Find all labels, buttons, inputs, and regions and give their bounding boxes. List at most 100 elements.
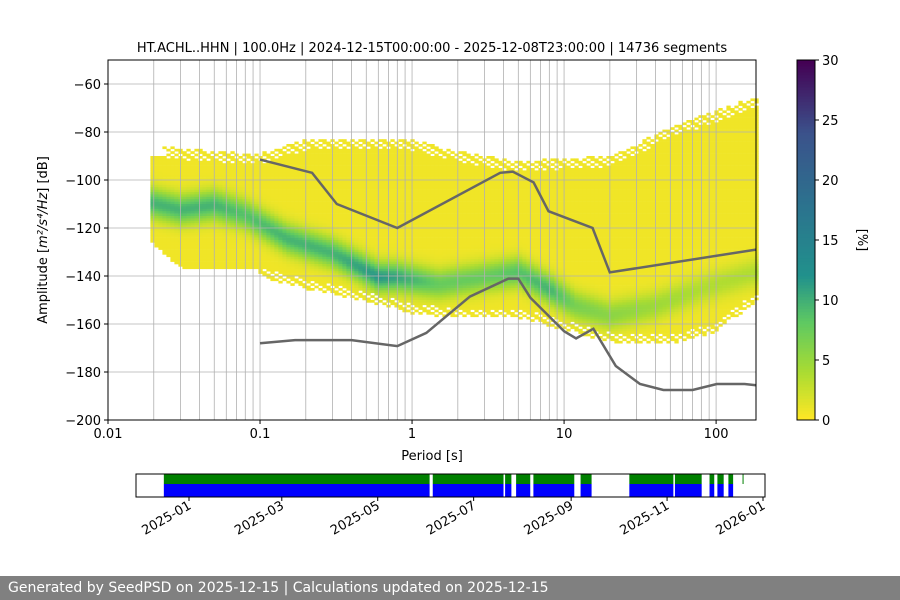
heatmap-cell xyxy=(334,146,339,150)
heatmap-cell xyxy=(478,218,483,222)
heatmap-cell xyxy=(354,276,359,279)
heatmap-cell xyxy=(370,225,375,229)
heatmap-cell xyxy=(478,307,483,310)
heatmap-cell xyxy=(298,216,303,219)
heatmap-cell xyxy=(286,254,291,258)
heatmap-cell xyxy=(450,259,455,262)
heatmap-cell xyxy=(190,189,195,193)
heatmap-cell xyxy=(362,264,367,267)
heatmap-cell xyxy=(170,220,175,224)
heatmap-cell xyxy=(198,170,203,174)
heatmap-cell xyxy=(182,237,187,241)
heatmap-cell xyxy=(390,242,395,246)
heatmap-cell xyxy=(182,211,187,214)
heatmap-cell xyxy=(270,184,275,188)
heatmap-cell xyxy=(462,271,467,274)
heatmap-cell xyxy=(402,194,407,198)
heatmap-cell xyxy=(270,220,275,224)
heatmap-cell xyxy=(374,259,379,262)
heatmap-cell xyxy=(226,163,231,166)
heatmap-cell xyxy=(322,256,327,260)
heatmap-cell xyxy=(254,247,259,250)
heatmap-cell xyxy=(222,175,227,178)
heatmap-cell xyxy=(358,213,363,217)
heatmap-cell xyxy=(366,208,371,212)
heatmap-cell xyxy=(466,153,471,157)
heatmap-cell xyxy=(222,213,227,217)
heatmap-cell xyxy=(222,235,227,238)
heatmap-cell xyxy=(150,240,155,243)
heatmap-cell xyxy=(182,225,187,229)
heatmap-cell xyxy=(222,256,227,260)
heatmap-cell xyxy=(314,268,319,272)
heatmap-cell xyxy=(394,256,399,260)
heatmap-cell xyxy=(346,165,351,169)
heatmap-cell xyxy=(274,165,279,169)
heatmap-cell xyxy=(398,211,403,214)
heatmap-cell xyxy=(342,177,347,181)
heatmap-cell xyxy=(382,165,387,169)
heatmap-cell xyxy=(294,237,299,241)
heatmap-cell xyxy=(302,240,307,243)
heatmap-cell xyxy=(338,249,343,253)
heatmap-cell xyxy=(266,218,271,222)
heatmap-cell xyxy=(466,168,471,171)
heatmap-cell xyxy=(310,148,315,152)
heatmap-cell xyxy=(162,252,167,255)
heatmap-cell xyxy=(334,225,339,229)
heatmap-cell xyxy=(162,228,167,231)
heatmap-cell xyxy=(442,290,447,294)
heatmap-cell xyxy=(350,247,355,250)
heatmap-cell xyxy=(358,184,363,188)
heatmap-cell xyxy=(442,177,447,181)
heatmap-cell xyxy=(202,165,207,169)
heatmap-cell xyxy=(430,266,435,270)
heatmap-cell xyxy=(466,211,471,214)
heatmap-cell xyxy=(458,240,463,243)
heatmap-cell xyxy=(262,218,267,222)
heatmap-cell xyxy=(390,192,395,195)
heatmap-cell xyxy=(446,206,451,210)
heatmap-cell xyxy=(270,156,275,159)
heatmap-cell xyxy=(470,261,475,265)
heatmap-cell xyxy=(382,218,387,222)
heatmap-cell xyxy=(334,194,339,198)
heatmap-cell xyxy=(182,252,187,255)
heatmap-cell xyxy=(494,295,499,298)
heatmap-cell xyxy=(250,223,255,226)
heatmap-cell xyxy=(186,249,191,253)
heatmap-cell xyxy=(422,302,427,306)
heatmap-cell xyxy=(230,170,235,174)
heatmap-cell xyxy=(450,187,455,190)
heatmap-cell xyxy=(254,261,259,265)
heatmap-cell xyxy=(226,232,231,236)
heatmap-cell xyxy=(270,211,275,214)
heatmap-cell xyxy=(230,223,235,226)
heatmap-cell xyxy=(170,192,175,195)
heatmap-cell xyxy=(374,156,379,159)
heatmap-cell xyxy=(298,192,303,195)
heatmap-cell xyxy=(362,240,367,243)
heatmap-cell xyxy=(470,232,475,236)
heatmap-cell xyxy=(342,213,347,217)
heatmap-cell xyxy=(214,230,219,234)
heatmap-cell xyxy=(410,225,415,229)
heatmap-cell xyxy=(262,271,267,274)
heatmap-cell xyxy=(186,256,191,260)
heatmap-cell xyxy=(418,182,423,186)
heatmap-cell xyxy=(278,206,283,210)
heatmap-cell xyxy=(426,196,431,200)
heatmap-cell xyxy=(246,165,251,169)
heatmap-cell xyxy=(286,280,291,284)
heatmap-cell xyxy=(150,201,155,205)
heatmap-cell xyxy=(474,196,479,200)
heatmap-cell xyxy=(334,199,339,202)
heatmap-cell xyxy=(390,288,395,291)
heatmap-cell xyxy=(270,189,275,193)
heatmap-cell xyxy=(494,199,499,202)
heatmap-cell xyxy=(438,218,443,222)
heatmap-cell xyxy=(490,204,495,207)
heatmap-cell xyxy=(302,194,307,198)
heatmap-cell xyxy=(210,199,215,202)
heatmap-cell xyxy=(170,199,175,202)
